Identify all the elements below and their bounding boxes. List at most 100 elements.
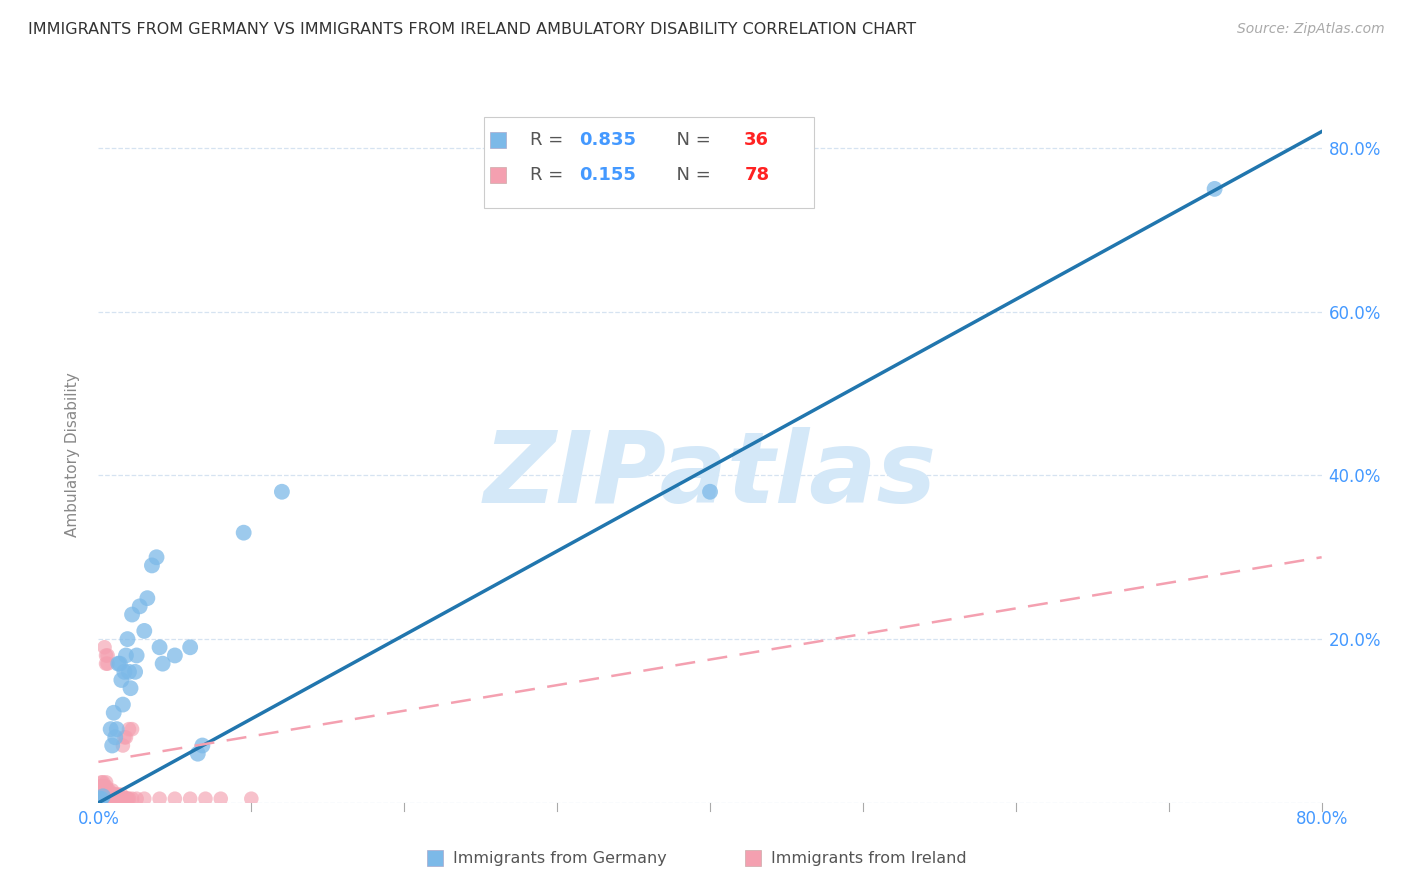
Point xyxy=(699,484,721,499)
Point xyxy=(115,791,138,805)
Text: N =: N = xyxy=(665,131,716,149)
Point xyxy=(103,791,125,805)
Point xyxy=(98,783,121,797)
Point xyxy=(118,722,141,736)
Point xyxy=(152,657,174,671)
Point xyxy=(87,788,110,802)
Point xyxy=(179,640,201,655)
Point xyxy=(91,788,114,802)
Point xyxy=(105,722,128,736)
Point xyxy=(94,783,117,797)
Point xyxy=(91,775,114,789)
Point xyxy=(136,591,159,606)
Point xyxy=(232,525,254,540)
Point xyxy=(111,791,134,805)
Point xyxy=(125,648,148,663)
Point xyxy=(93,640,115,655)
Point xyxy=(101,791,124,805)
Point xyxy=(90,783,112,797)
Point xyxy=(107,791,129,805)
Point xyxy=(97,648,120,663)
Point xyxy=(104,731,127,745)
Point xyxy=(117,791,139,805)
Point xyxy=(121,607,143,622)
Point xyxy=(91,791,114,805)
Text: Source: ZipAtlas.com: Source: ZipAtlas.com xyxy=(1237,22,1385,37)
Point xyxy=(90,775,112,789)
Point xyxy=(90,780,112,794)
Point xyxy=(121,791,143,805)
Point xyxy=(115,648,138,663)
Point xyxy=(104,791,127,805)
Text: N =: N = xyxy=(665,166,716,184)
Point xyxy=(118,665,141,679)
Point xyxy=(90,788,112,802)
Point xyxy=(94,657,117,671)
Point xyxy=(101,788,124,802)
Point xyxy=(105,791,128,805)
Point xyxy=(97,788,120,802)
Point xyxy=(179,791,201,805)
Text: ZIPatlas: ZIPatlas xyxy=(484,427,936,524)
Point xyxy=(91,789,114,804)
Point xyxy=(134,791,156,805)
Text: 0.835: 0.835 xyxy=(579,131,636,149)
Point xyxy=(98,788,121,802)
Point xyxy=(163,648,186,663)
Point xyxy=(89,780,111,794)
Point xyxy=(117,791,139,805)
Point xyxy=(209,791,232,805)
Text: IMMIGRANTS FROM GERMANY VS IMMIGRANTS FROM IRELAND AMBULATORY DISABILITY CORRELA: IMMIGRANTS FROM GERMANY VS IMMIGRANTS FR… xyxy=(28,22,917,37)
Point xyxy=(191,739,214,753)
Point xyxy=(112,731,135,745)
Point xyxy=(94,648,117,663)
Point xyxy=(187,747,209,761)
Point xyxy=(134,624,156,638)
Point xyxy=(101,783,124,797)
Point xyxy=(149,640,172,655)
Point xyxy=(98,791,121,805)
Point xyxy=(94,791,117,805)
Point xyxy=(117,632,139,646)
Point xyxy=(108,791,131,805)
Point xyxy=(91,791,114,805)
Point xyxy=(120,681,142,696)
Point xyxy=(100,791,122,805)
Point xyxy=(111,698,134,712)
Point xyxy=(89,791,111,805)
Point xyxy=(93,788,115,802)
Point xyxy=(1204,182,1226,196)
Point xyxy=(125,791,148,805)
Point xyxy=(110,791,132,805)
Point xyxy=(103,788,125,802)
Point xyxy=(89,791,111,805)
Point xyxy=(110,788,132,802)
Point xyxy=(270,484,292,499)
Point xyxy=(90,791,112,805)
Point xyxy=(145,550,167,565)
Point xyxy=(110,791,132,805)
Point xyxy=(124,665,146,679)
Point xyxy=(112,791,135,805)
Point xyxy=(94,775,117,789)
Point xyxy=(141,558,163,573)
Point xyxy=(163,791,186,805)
Text: Immigrants from Ireland: Immigrants from Ireland xyxy=(772,851,967,866)
Y-axis label: Ambulatory Disability: Ambulatory Disability xyxy=(65,373,80,537)
Point xyxy=(121,722,143,736)
Point xyxy=(90,791,112,805)
Point xyxy=(111,739,134,753)
FancyBboxPatch shape xyxy=(484,118,814,208)
Point xyxy=(115,791,138,805)
Point xyxy=(97,783,120,797)
Point xyxy=(107,788,129,802)
Point xyxy=(108,657,131,671)
Point xyxy=(91,783,114,797)
Point xyxy=(87,791,110,805)
Point xyxy=(100,722,122,736)
Point xyxy=(104,788,127,802)
Point xyxy=(118,791,141,805)
Text: 0.155: 0.155 xyxy=(579,166,636,184)
Point xyxy=(194,791,217,805)
Text: Immigrants from Germany: Immigrants from Germany xyxy=(453,851,666,866)
